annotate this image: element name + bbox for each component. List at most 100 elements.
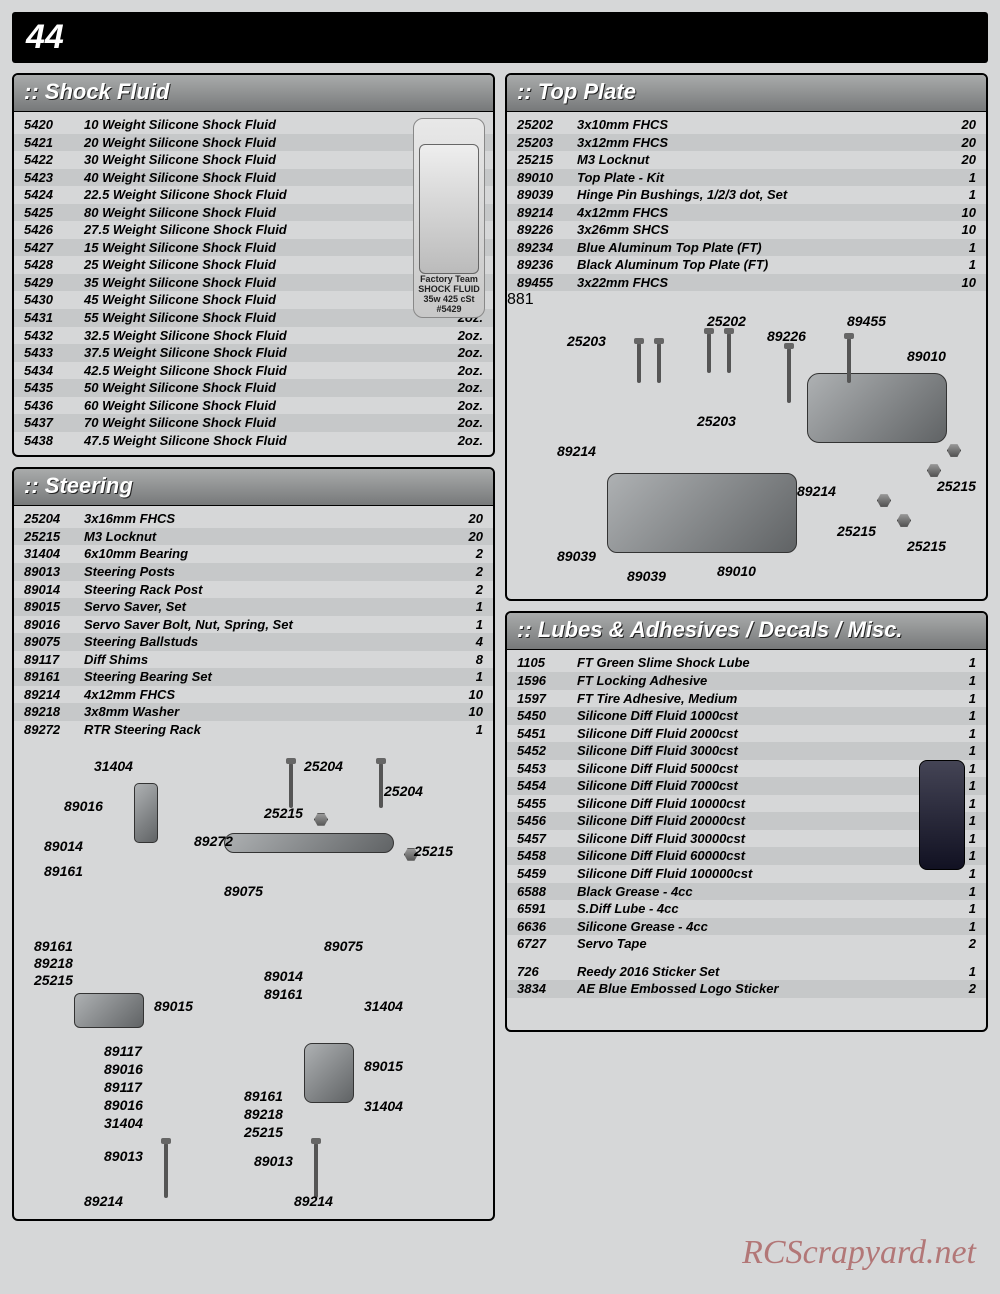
- part-number: 25204: [14, 510, 74, 528]
- part-description: 20 Weight Silicone Shock Fluid: [74, 134, 433, 152]
- callout: 89214: [797, 483, 836, 499]
- part-qty: 10: [926, 221, 986, 239]
- part-description: Steering Posts: [74, 563, 433, 581]
- part-description: FT Green Slime Shock Lube: [567, 654, 926, 672]
- part-number: 31404: [14, 545, 74, 563]
- part-number: 5433: [14, 344, 74, 362]
- table-row: 89014Steering Rack Post2: [14, 581, 493, 599]
- part-description: 37.5 Weight Silicone Shock Fluid: [74, 344, 433, 362]
- callout: 89214: [84, 1193, 123, 1209]
- part-number: 5450: [507, 707, 567, 725]
- part-description: 50 Weight Silicone Shock Fluid: [74, 379, 433, 397]
- callout: 31404: [94, 758, 133, 774]
- screw-shape: [289, 763, 293, 808]
- part-number: 25202: [507, 116, 567, 134]
- part-number: 25215: [507, 151, 567, 169]
- shock-fluid-bottle-image: Factory Team SHOCK FLUID 35w 425 cSt #54…: [413, 118, 485, 318]
- panel-header-steering: :: Steering: [14, 469, 493, 506]
- part-description: Servo Tape: [567, 935, 926, 953]
- part-number: 89272: [14, 721, 74, 739]
- part-qty: 10: [433, 703, 493, 721]
- part-description: Silicone Diff Fluid 20000cst: [567, 812, 926, 830]
- table-row: 892144x12mm FHCS10: [14, 686, 493, 704]
- callout: 25204: [304, 758, 343, 774]
- part-qty: 1: [926, 186, 986, 204]
- part-qty: 1: [433, 616, 493, 634]
- callout: 25215: [907, 538, 946, 554]
- left-column: :: Shock Fluid 542010 Weight Silicone Sh…: [12, 73, 495, 1221]
- part-description: 15 Weight Silicone Shock Fluid: [74, 239, 433, 257]
- callout: 89013: [254, 1153, 293, 1169]
- part-number: 5434: [14, 362, 74, 380]
- table-lubes-2: 726Reedy 2016 Sticker Set13834AE Blue Em…: [507, 963, 986, 998]
- table-row: 543232.5 Weight Silicone Shock Fluid2oz.: [14, 327, 493, 345]
- steering-rack-shape: [224, 833, 394, 853]
- part-number: 5426: [14, 221, 74, 239]
- panel-header-lubes: :: Lubes & Adhesives / Decals / Misc.: [507, 613, 986, 650]
- panel-shock-fluid: :: Shock Fluid 542010 Weight Silicone Sh…: [12, 73, 495, 457]
- part-description: FT Tire Adhesive, Medium: [567, 690, 926, 708]
- table-row: 25215M3 Locknut20: [507, 151, 986, 169]
- servo-saver-shape-1: [74, 993, 144, 1028]
- table-row: 89234Blue Aluminum Top Plate (FT)1: [507, 239, 986, 257]
- part-description: 4x12mm FHCS: [567, 204, 926, 222]
- table-row: 543550 Weight Silicone Shock Fluid2oz.: [14, 379, 493, 397]
- callout: 25215: [837, 523, 876, 539]
- part-qty: 8: [433, 651, 493, 669]
- part-description: M3 Locknut: [567, 151, 926, 169]
- callout: 25203: [697, 413, 736, 429]
- part-qty: 1: [926, 654, 986, 672]
- callout: 89014: [44, 838, 83, 854]
- part-number: 89013: [14, 563, 74, 581]
- part-qty: 2oz.: [433, 327, 493, 345]
- table-top-plate: 252023x10mm FHCS20252033x12mm FHCS202521…: [507, 116, 986, 291]
- part-number: 5420: [14, 116, 74, 134]
- callout: 89075: [224, 883, 263, 899]
- screw-shape: [314, 1143, 318, 1198]
- table-row: 89075Steering Ballstuds4: [14, 633, 493, 651]
- part-description: 6x10mm Bearing: [74, 545, 433, 563]
- part-qty: 2oz.: [433, 414, 493, 432]
- part-description: 45 Weight Silicone Shock Fluid: [74, 291, 433, 309]
- nut-shape: [897, 513, 911, 527]
- part-number: 5452: [507, 742, 567, 760]
- panel-body-steering: 252043x16mm FHCS2025215M3 Locknut2031404…: [14, 506, 493, 1218]
- diagram-top-plate: 25203 25202 89226 89455 89010 89214 2520…: [507, 313, 986, 593]
- callout: 89218: [34, 955, 73, 971]
- table-row: 89013Steering Posts2: [14, 563, 493, 581]
- part-qty: 1: [926, 239, 986, 257]
- part-number: 3834: [507, 980, 567, 998]
- part-description: 3x8mm Washer: [74, 703, 433, 721]
- callout: 89214: [557, 443, 596, 459]
- part-description: Top Plate - Kit: [567, 169, 926, 187]
- part-number: 5456: [507, 812, 567, 830]
- callout: 89117: [104, 1079, 142, 1095]
- part-qty: 1: [926, 256, 986, 274]
- callout: 89218: [244, 1106, 283, 1122]
- part-number: 5437: [14, 414, 74, 432]
- part-qty: 2: [926, 980, 986, 998]
- part-qty: 4: [433, 633, 493, 651]
- part-number: 89218: [14, 703, 74, 721]
- panel-top-plate: :: Top Plate 252023x10mm FHCS20252033x12…: [505, 73, 988, 601]
- part-qty: 1: [926, 707, 986, 725]
- callout: 25215: [34, 972, 73, 988]
- page: 44 :: Shock Fluid 542010 Weight Silicone…: [0, 0, 1000, 1233]
- part-description: M3 Locknut: [74, 528, 433, 546]
- page-number: 44: [26, 18, 64, 56]
- callout: 25203: [567, 333, 606, 349]
- part-number: 5459: [507, 865, 567, 883]
- callout: 89161: [264, 986, 303, 1002]
- screw-shape: [727, 333, 731, 373]
- part-number: 5432: [14, 327, 74, 345]
- table-row: 1596FT Locking Adhesive1: [507, 672, 986, 690]
- part-number: 5421: [14, 134, 74, 152]
- table-row: 89039Hinge Pin Bushings, 1/2/3 dot, Set1: [507, 186, 986, 204]
- callout: 89226: [767, 328, 806, 344]
- table-row: 5450Silicone Diff Fluid 1000cst1: [507, 707, 986, 725]
- callout: 89075: [324, 938, 363, 954]
- part-description: Steering Bearing Set: [74, 668, 433, 686]
- callout: 89455: [847, 313, 886, 329]
- table-row: 89236Black Aluminum Top Plate (FT)1: [507, 256, 986, 274]
- part-description: 3x26mm SHCS: [567, 221, 926, 239]
